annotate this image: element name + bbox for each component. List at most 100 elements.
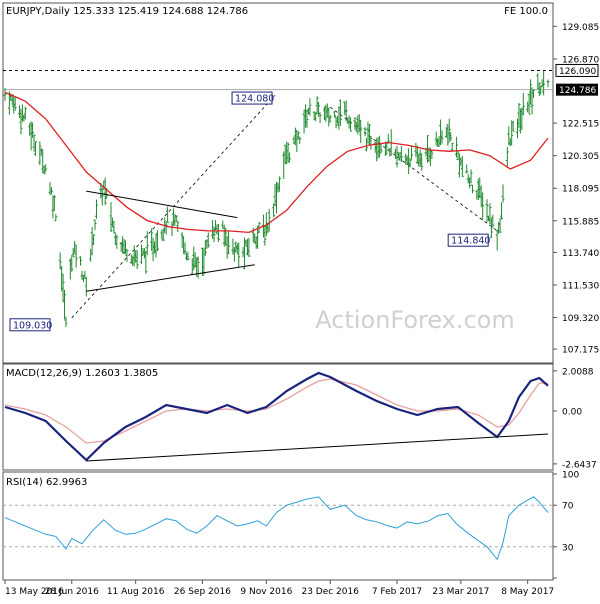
price-bar <box>455 136 459 158</box>
triangle-trendline <box>86 264 255 292</box>
price-bar <box>511 120 515 132</box>
price-bar <box>42 165 46 175</box>
price-bar <box>52 194 56 211</box>
price-bar <box>124 240 128 255</box>
fe-level-label: 126.090 <box>559 67 596 77</box>
price-bar <box>369 135 373 150</box>
price-bar <box>440 130 444 144</box>
price-bar <box>308 98 312 116</box>
price-bar <box>408 158 412 168</box>
price-bar <box>13 97 17 111</box>
price-bar <box>375 137 379 162</box>
last-price-label: 124.786 <box>559 86 596 96</box>
price-bar <box>379 143 383 153</box>
price-bar <box>305 109 309 129</box>
price-bar <box>237 242 241 268</box>
price-bar <box>70 255 74 272</box>
price-bar <box>109 202 113 233</box>
price-bar <box>469 169 473 184</box>
price-y-tick-label: 126.870 <box>562 55 599 65</box>
price-bar <box>100 187 104 206</box>
price-bar <box>456 150 460 160</box>
price-bar <box>315 96 319 115</box>
price-bar <box>125 249 129 262</box>
x-axis-tick-label: 13 May 2016 <box>5 587 64 597</box>
price-bar <box>460 155 464 177</box>
price-layer: 129.085 126.870 122.515 120.305 118.095 115.8… <box>3 23 599 356</box>
price-bar <box>94 199 98 219</box>
x-axis-tick-label: 23 Dec 2016 <box>301 587 359 597</box>
price-bar <box>530 87 534 115</box>
price-bar <box>338 99 342 126</box>
price-annotation: 124.080 <box>235 94 274 105</box>
price-y-tick-label: 107.175 <box>562 346 599 356</box>
dashed-diagonal-line <box>329 106 498 232</box>
price-bar <box>200 247 204 276</box>
price-y-tick-label: 118.095 <box>562 185 599 195</box>
price-bar <box>531 89 535 98</box>
price-bar <box>399 146 403 162</box>
price-bar <box>537 82 541 97</box>
price-bar <box>145 231 149 255</box>
price-annotation-box <box>9 318 51 332</box>
macd-layer: 2.0088 0.00 -2.6437 <box>4 367 597 470</box>
price-bar <box>211 219 215 240</box>
price-bar <box>378 135 382 158</box>
triangle-trendline <box>86 190 238 219</box>
price-bar <box>420 153 424 171</box>
price-bar <box>272 203 276 218</box>
price-bar <box>488 203 492 225</box>
price-annotation: 109.030 <box>13 320 52 331</box>
price-bar <box>501 184 505 203</box>
price-bar <box>103 177 107 206</box>
price-bar <box>227 230 231 255</box>
macd-signal-line <box>4 378 549 444</box>
fe-level-box <box>555 63 599 77</box>
price-bar <box>71 247 75 258</box>
price-y-tick-label: 109.320 <box>562 314 599 324</box>
x-axis-tick-label: 8 May 2017 <box>501 587 554 597</box>
price-bar <box>48 182 52 195</box>
price-bar <box>447 118 451 142</box>
x-axis-tick-label: 26 Sep 2016 <box>174 587 231 597</box>
price-bar <box>485 199 489 223</box>
price-annotation-box <box>231 91 273 105</box>
price-bar <box>328 115 332 123</box>
price-bar <box>3 88 7 101</box>
price-y-tick-label: 113.740 <box>562 249 599 259</box>
price-bar <box>489 218 493 238</box>
price-bar <box>166 206 170 223</box>
price-bar <box>19 108 23 135</box>
price-title: EURJPY,Daily 125.333 125.419 124.688 124… <box>6 6 248 17</box>
price-y-tick-label: 115.885 <box>562 217 599 227</box>
price-bar <box>38 141 42 166</box>
macd-y-tick-label: 2.0088 <box>562 367 594 377</box>
price-bar <box>61 274 65 303</box>
price-y-tick-label: 129.085 <box>562 23 599 33</box>
x-axis-tick-label: 23 Mar 2017 <box>432 587 489 597</box>
price-bar <box>430 150 434 159</box>
price-bar <box>180 232 184 248</box>
price-bar <box>92 234 96 245</box>
price-bar <box>32 134 36 152</box>
price-y-tick-label: 122.515 <box>562 120 599 130</box>
price-bar <box>334 116 338 129</box>
price-bar <box>174 215 178 223</box>
rsi-y-tick-label: 70 <box>562 502 574 512</box>
moving-average-line <box>4 91 549 234</box>
price-bar <box>521 92 525 116</box>
macd-trendline <box>86 433 549 462</box>
macd-y-tick-label: 0.00 <box>562 408 582 418</box>
price-bar <box>349 117 353 132</box>
price-annotation: 114.840 <box>451 236 490 247</box>
price-bar <box>317 101 321 117</box>
price-bar <box>155 230 159 252</box>
price-bar <box>365 137 369 152</box>
price-bar <box>385 141 389 155</box>
price-bar <box>49 187 53 195</box>
price-bar <box>74 244 78 268</box>
macd-y-tick-label: -2.6437 <box>562 460 597 470</box>
price-bar <box>505 146 509 169</box>
price-bar <box>150 228 154 251</box>
